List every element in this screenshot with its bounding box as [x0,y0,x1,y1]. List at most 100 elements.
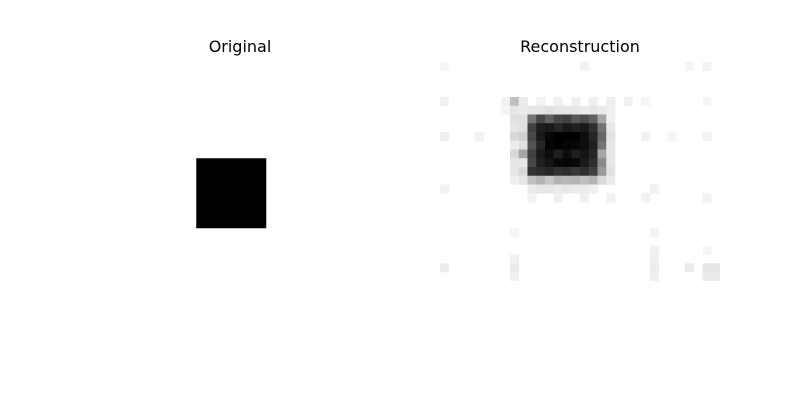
reconstruction-pixel [553,184,563,194]
reconstruction-pixel [475,132,485,142]
reconstruction-pixel [527,114,537,124]
reconstruction-pixel [571,149,581,159]
reconstruction-pixel [527,193,537,203]
reconstruction-pixel [510,105,520,115]
reconstruction-pixel [597,175,607,185]
reconstruction-pixel [518,114,528,124]
reconstruction-pixel [510,167,520,177]
reconstruction-pixel [650,272,660,282]
reconstruction-pixel [571,132,581,142]
reconstruction-pixel [580,132,590,142]
reconstruction-pixel [588,140,598,150]
reconstruction-pixel [702,62,712,72]
reconstruction-pixel [536,149,546,159]
reconstruction-pixel [527,158,537,168]
reconstruction-pixel [588,97,598,107]
reconstruction-pixel [702,263,712,273]
reconstruction-pixel [510,254,520,264]
reconstruction-pixel [702,193,712,203]
reconstruction-pixel [510,114,520,124]
reconstruction-pixel [536,105,546,115]
reconstruction-pixel [702,97,712,107]
reconstruction-pixel [606,149,616,159]
reconstruction-pixel [518,105,528,115]
original-square [196,158,267,229]
reconstruction-pixel [518,140,528,150]
reconstruction-pixel [501,97,511,107]
reconstruction-pixel [562,140,572,150]
reconstruction-pixel [553,158,563,168]
reconstruction-pixel [650,228,660,238]
reconstruction-pixel [562,167,572,177]
reconstruction-pixel [580,62,590,72]
reconstruction-pixel [571,105,581,115]
reconstruction-pixel [580,193,590,203]
reconstruction-pixel [536,132,546,142]
reconstruction-pixel [545,123,555,133]
reconstruction-pixel [545,158,555,168]
reconstruction-pixel [571,140,581,150]
reconstruction-pixel [510,140,520,150]
reconstruction-pixel [545,132,555,142]
reconstruction-pixel [597,140,607,150]
reconstruction-pixel [606,175,616,185]
reconstruction-pixel [553,132,563,142]
reconstruction-pixel [518,167,528,177]
reconstruction-pixel [588,114,598,124]
reconstruction-pixel [518,175,528,185]
reconstruction-pixel [536,184,546,194]
reconstruction-pixel [580,184,590,194]
reconstruction-pixel [536,114,546,124]
reconstruction-pixel [553,97,563,107]
reconstruction-pixel [588,167,598,177]
reconstruction-pixel [571,158,581,168]
reconstruction-pixel [536,158,546,168]
reconstruction-pixel [536,97,546,107]
reconstruction-pixel [702,132,712,142]
reconstruction-pixel [606,114,616,124]
reconstruction-pixel [545,114,555,124]
reconstruction-pixel [562,158,572,168]
reconstruction-pixel [510,97,520,107]
reconstruction-pixel [545,184,555,194]
reconstruction-pixel [606,193,616,203]
reconstruction-pixel [440,263,450,273]
reconstruction-pixel [510,263,520,273]
reconstruction-pixel [597,114,607,124]
reconstruction-pixel [650,245,660,255]
reconstruction-pixel [702,272,712,282]
reconstruction-pixel [588,149,598,159]
original-image [196,158,267,229]
reconstruction-pixel [562,114,572,124]
reconstruction-pixel [650,184,660,194]
reconstruction-pixel [580,158,590,168]
reconstruction-pixel [571,97,581,107]
reconstruction-pixel [553,193,563,203]
reconstruction-pixel [597,123,607,133]
reconstruction-pixel [711,272,720,282]
reconstruction-pixel [518,132,528,142]
reconstruction-pixel [510,149,520,159]
reconstruction-pixel [588,184,598,194]
reconstruction-pixel [606,105,616,115]
reconstruction-pixel [501,105,511,115]
reconstruction-pixel [527,175,537,185]
reconstruction-pixel [440,62,450,72]
reconstruction-pixel [562,149,572,159]
reconstruction-image-panel [440,62,720,342]
reconstruction-pixel [562,184,572,194]
reconstruction-pixel [518,149,528,159]
reconstruction-pixel [510,123,520,133]
reconstruction-pixel [685,62,695,72]
reconstruction-pixel [553,175,563,185]
reconstruction-pixel [510,132,520,142]
reconstruction-pixel [588,123,598,133]
reconstruction-pixel [597,149,607,159]
reconstruction-pixel [623,97,633,107]
reconstruction-pixel [527,140,537,150]
reconstruction-pixel [702,245,712,255]
reconstruction-pixel [580,149,590,159]
reconstruction-pixel [641,132,651,142]
reconstruction-pixel [562,105,572,115]
reconstruction-pixel [606,167,616,177]
